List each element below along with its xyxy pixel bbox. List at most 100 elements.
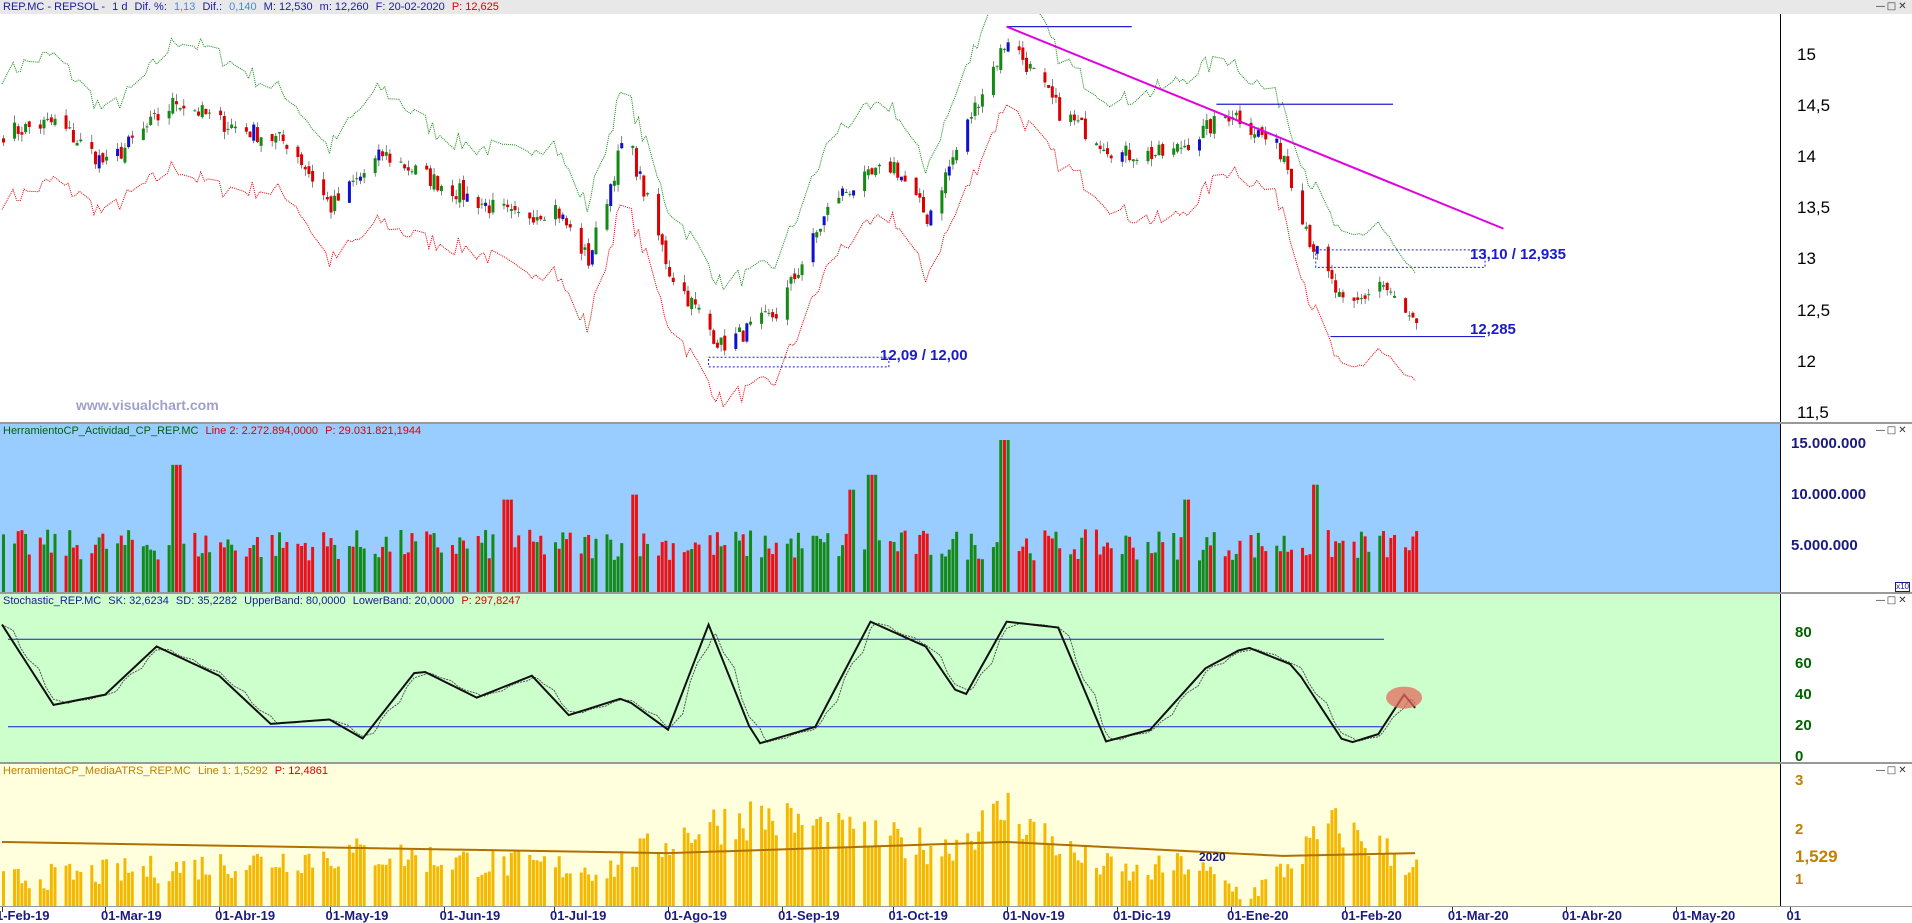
atr-bar (167, 881, 171, 906)
volume-chart[interactable] (0, 424, 1912, 594)
atr-bar (660, 856, 664, 906)
volume-bar (1260, 546, 1264, 592)
candle-body (300, 154, 304, 166)
close-icon[interactable]: ✕ (1898, 1, 1907, 12)
volume-bar (1183, 499, 1187, 592)
atr-bar (329, 865, 333, 906)
volume-bar (693, 542, 697, 592)
atr-chart[interactable] (0, 764, 1912, 906)
volume-bar (1209, 545, 1213, 592)
atr-bar (1017, 824, 1021, 906)
atr-bar (71, 879, 75, 906)
volume-bar (1234, 553, 1238, 592)
candle-body (377, 149, 381, 161)
price-ytick: 14,5 (1797, 96, 1831, 115)
volume-bar (1120, 554, 1124, 592)
atr-bar (734, 839, 738, 906)
atr-bar (208, 874, 212, 906)
close-icon[interactable]: ✕ (1898, 425, 1907, 436)
candle-body (491, 199, 495, 213)
atr-bar (1128, 880, 1132, 906)
volume-bar (255, 537, 259, 592)
atr-bar (1058, 853, 1062, 906)
candle-body (749, 321, 753, 325)
restore-icon[interactable]: □ (1886, 1, 1897, 12)
atr-bar (1050, 836, 1054, 906)
minimize-icon[interactable]: — (1875, 595, 1886, 606)
candle-body (145, 126, 149, 128)
candle-body (399, 161, 403, 163)
atr-bar (844, 848, 848, 906)
volume-bar (609, 539, 613, 592)
restore-icon[interactable]: □ (1886, 595, 1897, 606)
volume-bar (734, 531, 738, 592)
restore-icon[interactable]: □ (1886, 425, 1897, 436)
minimize-icon[interactable]: — (1875, 765, 1886, 776)
volume-bar (620, 543, 624, 592)
volume-bar (1264, 551, 1268, 592)
candle-body (71, 130, 75, 143)
volume-bar (785, 543, 789, 592)
stochastic-header-item: Stochastic_REP.MC (3, 595, 102, 607)
candle-body (1275, 138, 1279, 143)
volume-bar (1359, 531, 1363, 592)
candle-body (1146, 150, 1150, 162)
volume-bar (579, 553, 583, 592)
volume-bar (1407, 550, 1411, 592)
volume-bar (362, 548, 366, 592)
atr-bar (542, 856, 546, 906)
candle-body (579, 227, 583, 254)
atr-bar (274, 867, 278, 906)
stochastic-ytick: 0 (1795, 748, 1804, 764)
candle-body (1234, 112, 1238, 116)
atr-bar (13, 869, 17, 906)
atr-bar (347, 844, 351, 906)
candle-body (1382, 285, 1385, 287)
atr-bar (1201, 862, 1205, 906)
candle-body (896, 162, 900, 178)
volume-bar (79, 559, 83, 592)
atr-bar (995, 800, 999, 906)
volume-bar (219, 542, 223, 592)
close-icon[interactable]: ✕ (1898, 595, 1907, 606)
atr-ytick: 2 (1795, 821, 1804, 838)
atr-bar (690, 842, 694, 906)
candle-body (966, 119, 970, 152)
volume-bar (1367, 551, 1371, 592)
candle-body (130, 135, 134, 138)
candle-body (1124, 145, 1128, 156)
price-chart[interactable] (0, 0, 1912, 424)
minimize-icon[interactable]: — (1875, 425, 1886, 436)
atr-bar (899, 837, 903, 906)
stochastic-chart[interactable] (0, 594, 1912, 764)
date-tick (554, 907, 555, 912)
candle-body (888, 161, 892, 173)
volume-bar (866, 474, 870, 592)
candle-body (439, 186, 443, 191)
volume-bar (450, 545, 454, 592)
atr-bar (1069, 841, 1073, 906)
candle-body (1404, 298, 1408, 313)
atr-bar (1179, 856, 1183, 906)
candle-body (848, 193, 852, 195)
date-label: 01-Ago-19 (664, 908, 727, 923)
volume-bar (531, 541, 535, 592)
volume-bar (1032, 560, 1036, 592)
volume-bar (222, 547, 226, 592)
close-icon[interactable]: ✕ (1898, 765, 1907, 776)
candle-body (27, 121, 31, 128)
candle-body (13, 122, 17, 139)
candle-body (116, 148, 120, 157)
candle-body (152, 113, 156, 115)
price-ytick: 12,5 (1797, 301, 1831, 320)
volume-bar (1389, 538, 1393, 592)
volume-bar (951, 538, 955, 592)
candle-body (1356, 297, 1360, 300)
volume-bar (90, 553, 94, 592)
restore-icon[interactable]: □ (1886, 765, 1897, 776)
atr-bar (506, 875, 510, 906)
volume-bar (1385, 557, 1389, 592)
minimize-icon[interactable]: — (1875, 1, 1886, 12)
atr-bar (922, 849, 925, 906)
atr-bar (517, 850, 521, 906)
